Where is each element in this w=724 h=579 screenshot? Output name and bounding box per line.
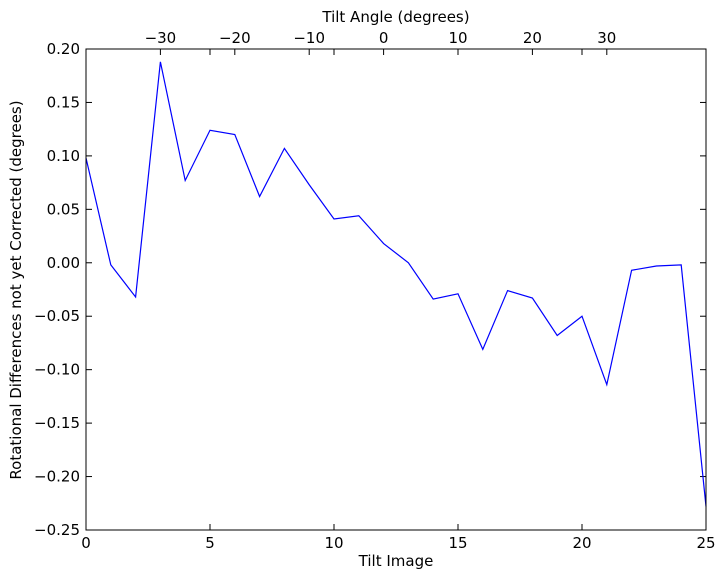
x-tick-label: 5 bbox=[205, 534, 215, 552]
y-tick-label: 0.00 bbox=[47, 254, 80, 272]
y-tick-label: 0.05 bbox=[47, 200, 80, 218]
secondary-x-axis-title: Tilt Angle (degrees) bbox=[321, 8, 469, 26]
tick-labels-layer: 0 5 10 15 20 25 0.20 0.15 0.10 0.05 0.00 −0.05 −0.10… bbox=[34, 29, 716, 552]
y-tick-label: −0.25 bbox=[34, 521, 80, 539]
plot-background bbox=[86, 49, 706, 530]
secondary-x-tick-label: −10 bbox=[293, 29, 325, 47]
x-tick-label: 20 bbox=[572, 534, 591, 552]
x-tick-label: 15 bbox=[448, 534, 467, 552]
secondary-x-tick-label: 0 bbox=[379, 29, 389, 47]
x-tick-label: 10 bbox=[324, 534, 343, 552]
x-tick-label: 0 bbox=[81, 534, 91, 552]
x-tick-label: 25 bbox=[696, 534, 715, 552]
y-tick-label: −0.15 bbox=[34, 414, 80, 432]
y-tick-label: −0.05 bbox=[34, 307, 80, 325]
secondary-x-tick-label: −30 bbox=[145, 29, 177, 47]
secondary-x-tick-label: 10 bbox=[448, 29, 467, 47]
x-axis-title: Tilt Image bbox=[358, 552, 434, 570]
secondary-x-tick-label: −20 bbox=[219, 29, 251, 47]
secondary-x-tick-label: 30 bbox=[597, 29, 616, 47]
y-tick-label: −0.20 bbox=[34, 468, 80, 486]
y-tick-label: 0.10 bbox=[47, 147, 80, 165]
y-tick-label: 0.15 bbox=[47, 93, 80, 111]
y-axis-title: Rotational Differences not yet Corrected… bbox=[7, 100, 25, 479]
y-tick-label: 0.20 bbox=[47, 40, 80, 58]
plot-frame bbox=[85, 48, 707, 531]
secondary-x-tick-label: 20 bbox=[523, 29, 542, 47]
y-tick-label: −0.10 bbox=[34, 361, 80, 379]
series-line bbox=[85, 61, 707, 507]
